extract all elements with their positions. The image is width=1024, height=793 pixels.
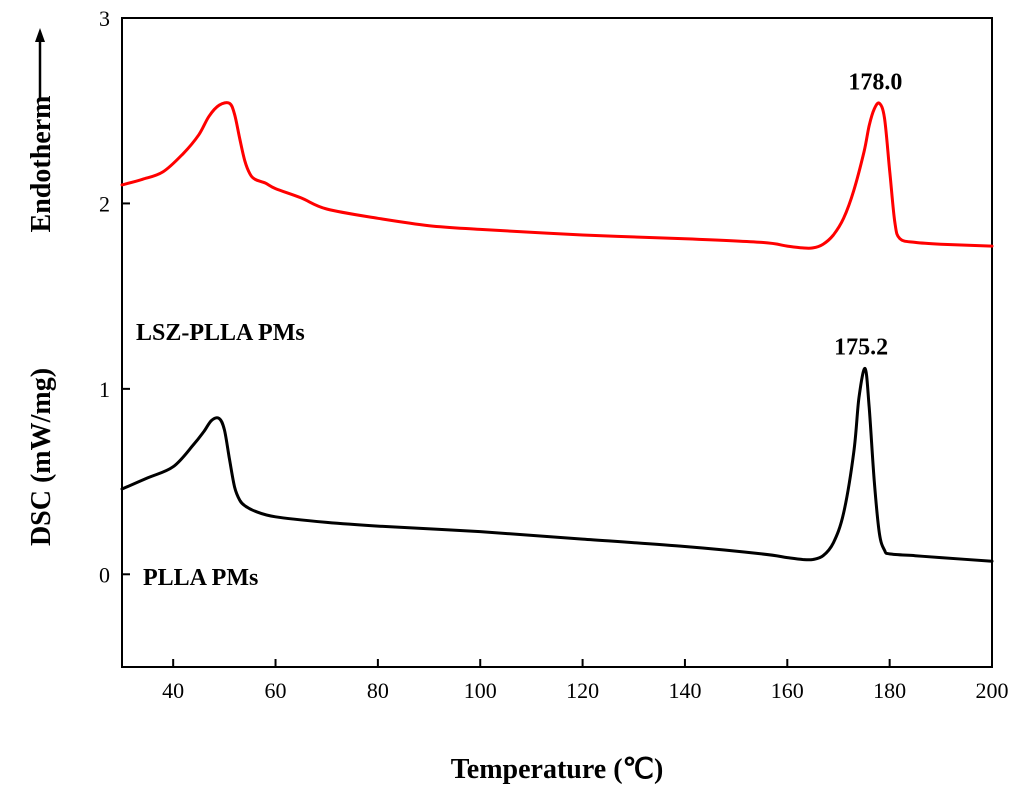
y-axis-title-group: DSC (mW/mg) Endotherm bbox=[26, 96, 57, 547]
peak-label-lsz-plla-pms: 178.0 bbox=[848, 69, 902, 95]
series-line-plla-pms bbox=[120, 366, 994, 563]
x-tick-label-60: 60 bbox=[265, 678, 287, 703]
curves bbox=[120, 101, 994, 563]
x-tick-label-120: 120 bbox=[566, 678, 599, 703]
y-axis-ticks: 0 1 2 3 bbox=[99, 6, 130, 587]
series-label-lsz-plla-pms: LSZ-PLLA PMs bbox=[136, 320, 305, 346]
y-tick-label-1: 1 bbox=[99, 377, 110, 402]
x-tick-label-40: 40 bbox=[162, 678, 184, 703]
endotherm-arrow bbox=[35, 28, 45, 98]
y-tick-label-0: 0 bbox=[99, 562, 110, 587]
x-tick-label-160: 160 bbox=[771, 678, 804, 703]
x-tick-label-80: 80 bbox=[367, 678, 389, 703]
x-tick-label-140: 140 bbox=[668, 678, 701, 703]
series-label-plla-pms: PLLA PMs bbox=[143, 565, 258, 591]
x-axis-title: Temperature (℃) bbox=[451, 754, 664, 785]
y-tick-label-2: 2 bbox=[99, 191, 110, 216]
x-axis-ticks: 40 60 80 100 120 140 160 180 200 bbox=[162, 659, 1009, 703]
series-line-lsz-plla-pms bbox=[120, 101, 994, 250]
axes bbox=[121, 17, 993, 668]
y-tick-label-3: 3 bbox=[99, 6, 110, 31]
x-tick-label-200: 200 bbox=[976, 678, 1009, 703]
x-tick-label-100: 100 bbox=[464, 678, 497, 703]
endotherm-label: Endotherm bbox=[26, 96, 57, 233]
arrow-up-icon bbox=[35, 28, 45, 42]
peak-label-plla-pms: 175.2 bbox=[834, 334, 888, 360]
y-axis-title: DSC (mW/mg) bbox=[26, 368, 57, 546]
plot-frame bbox=[121, 17, 993, 668]
x-tick-label-180: 180 bbox=[873, 678, 906, 703]
series-labels: 178.0 LSZ-PLLA PMs 175.2 PLLA PMs bbox=[136, 69, 902, 591]
